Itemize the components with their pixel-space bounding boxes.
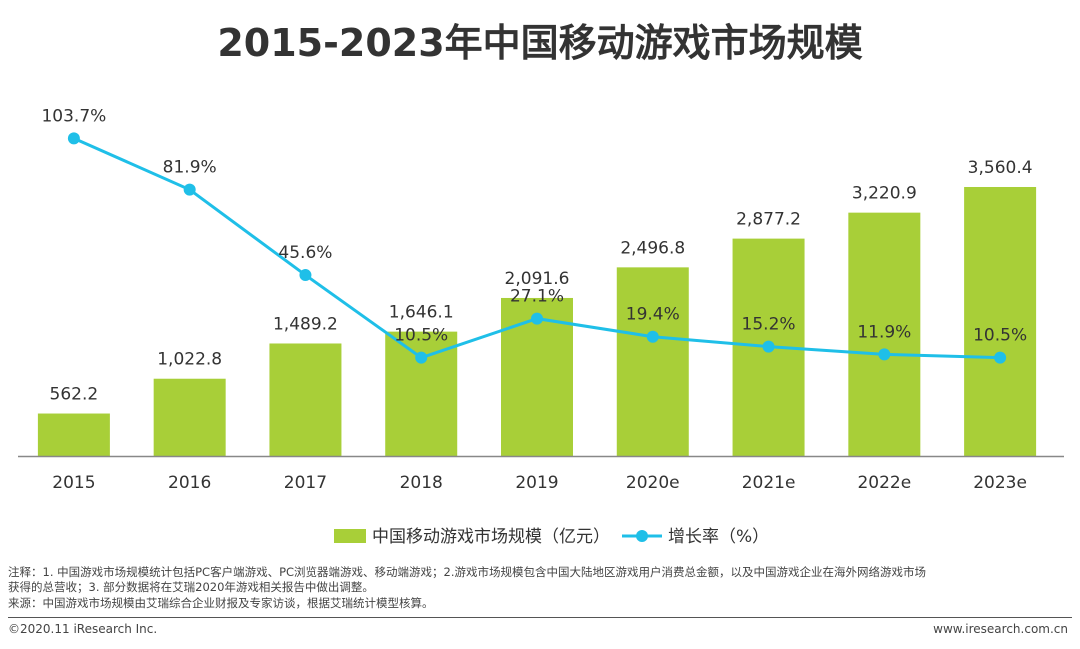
- legend-bar-label: 中国移动游戏市场规模（亿元）: [372, 527, 610, 547]
- x-tick-2019: 2019: [515, 473, 558, 493]
- growth-point-2018: [415, 351, 428, 364]
- bar-label-2015: 562.2: [50, 385, 99, 405]
- growth-label-2016: 81.9%: [163, 158, 217, 178]
- bar-2016: [153, 378, 226, 456]
- copyright-text: ©2020.11 iResearch Inc.: [8, 622, 158, 636]
- growth-label-2018: 10.5%: [394, 326, 448, 346]
- growth-label-2015: 103.7%: [41, 106, 106, 126]
- legend-line-marker: [636, 530, 648, 542]
- x-tick-2015: 2015: [52, 473, 95, 493]
- x-tick-2016: 2016: [168, 473, 211, 493]
- x-tick-2018: 2018: [400, 473, 443, 493]
- bar-2022e: [848, 212, 921, 456]
- growth-label-2020e: 19.4%: [626, 305, 680, 325]
- bar-2020e: [616, 267, 689, 456]
- x-tick-2017: 2017: [284, 473, 327, 493]
- growth-point-2022e: [878, 348, 891, 361]
- x-tick-2022e: 2022e: [857, 473, 911, 493]
- growth-label-2019: 27.1%: [510, 287, 564, 307]
- bar-2023e: [964, 186, 1037, 456]
- growth-point-2021e: [762, 340, 775, 353]
- website-text: www.iresearch.com.cn: [933, 622, 1068, 636]
- growth-label-2021e: 15.2%: [742, 315, 796, 335]
- growth-label-2023e: 10.5%: [973, 326, 1027, 346]
- bar-label-2019: 2,091.6: [505, 269, 570, 289]
- bar-2017: [269, 343, 342, 456]
- bar-2015: [37, 413, 110, 456]
- x-tick-2020e: 2020e: [626, 473, 680, 493]
- growth-point-2017: [299, 269, 312, 282]
- bar-label-2020e: 2,496.8: [620, 238, 685, 258]
- bar-label-2018: 1,646.1: [389, 303, 454, 323]
- growth-label-2017: 45.6%: [278, 243, 332, 263]
- chart-title: 2015-2023年中国移动游戏市场规模: [217, 21, 863, 65]
- chart-area: 562.2 1,022.8 1,489.2 1,646.1 2,091.6 2,496.8…: [18, 106, 1064, 547]
- growth-point-2023e: [994, 351, 1007, 364]
- x-tick-2021e: 2021e: [742, 473, 796, 493]
- legend-line-label: 增长率（%）: [668, 527, 769, 547]
- bar-label-2017: 1,489.2: [273, 314, 338, 334]
- bar-label-2022e: 3,220.9: [852, 184, 917, 204]
- bar-label-2021e: 2,877.2: [736, 210, 801, 230]
- growth-label-2022e: 11.9%: [857, 322, 911, 342]
- growth-point-2019: [531, 312, 543, 325]
- bar-label-2023e: 3,560.4: [968, 158, 1033, 178]
- source-note: 来源：中国游戏市场规模由艾瑞综合企业财报及专家访谈，根据艾瑞统计模型核算。: [8, 596, 434, 610]
- bar-label-2016: 1,022.8: [157, 350, 222, 370]
- growth-point-2015: [67, 132, 80, 145]
- growth-point-2016: [183, 183, 196, 196]
- x-tick-2023e: 2023e: [973, 473, 1027, 493]
- footer-divider: [8, 617, 1072, 618]
- note-line-1: 注释：1. 中国游戏市场规模统计包括PC客户端游戏、PC浏览器端游戏、移动端游戏…: [8, 565, 927, 579]
- growth-point-2020e: [646, 330, 659, 343]
- note-line-2: 获得的总营收；3. 部分数据将在艾瑞2020年游戏相关报告中做出调整。: [8, 580, 374, 594]
- legend-bar-swatch: [334, 529, 366, 543]
